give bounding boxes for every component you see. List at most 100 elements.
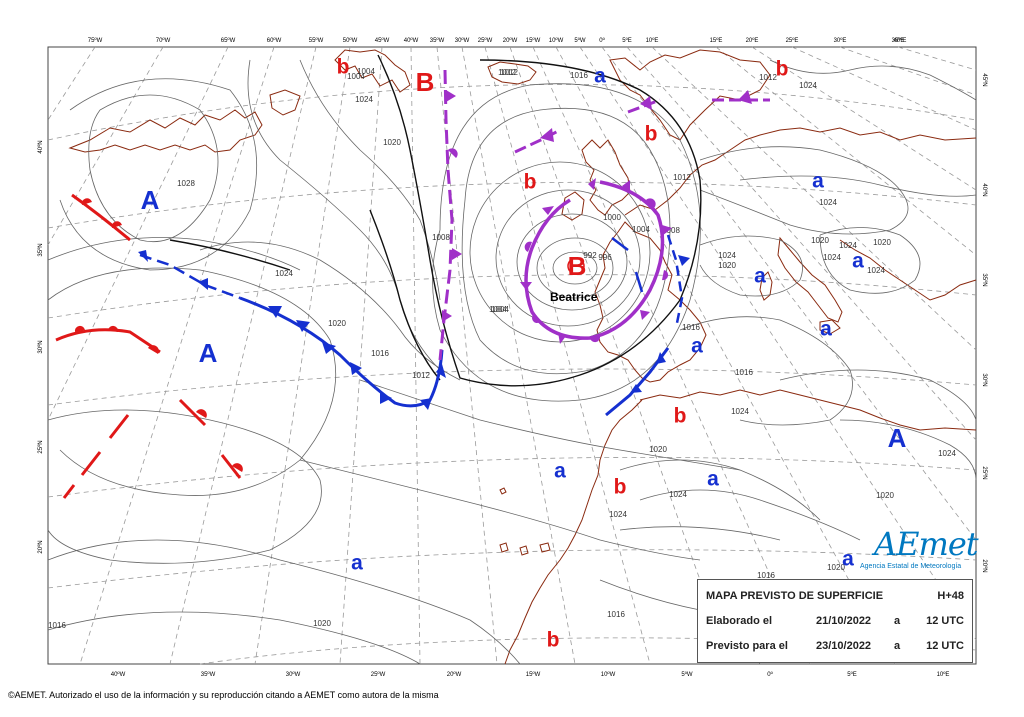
isobar-label: 1024	[823, 253, 841, 262]
top-longitude-label: 50ºW	[343, 37, 358, 44]
top-longitude-label: 15ºW	[526, 37, 541, 44]
low-pressure-label: b	[524, 171, 537, 194]
pressure-centers: A A Aa a a a a a a a a a B Bb b b b b b b	[141, 56, 907, 652]
isobar-label: 1016	[757, 571, 775, 580]
aemet-logo: AEmet Agencia Estatal de Meteorología	[856, 525, 979, 577]
isobar-label: 1012	[759, 73, 777, 82]
right-latitude-label: 20ºN	[981, 559, 988, 572]
europe-mainland-coast	[624, 127, 977, 216]
stationary-front-atlantic	[138, 250, 241, 300]
isobar-label: 1024	[867, 266, 885, 275]
isobar-label: 1016	[735, 368, 753, 377]
bottom-longitude-label: 30ºW	[286, 671, 301, 678]
isobar-label: 1020	[827, 563, 845, 572]
top-longitude-label: 5ºW	[574, 37, 586, 44]
high-pressure-label: a	[852, 250, 864, 273]
isobar-label: 1004	[491, 305, 509, 314]
isobar-label: 1024	[669, 490, 687, 499]
isobar-labels: 1028102410201016101210081004100099699210…	[48, 67, 956, 630]
isobar-label: 1016	[607, 610, 625, 619]
iberia-coast	[594, 221, 707, 383]
low-pressure-label: B	[416, 67, 435, 97]
top-longitude-label: 75ºW	[88, 37, 103, 44]
top-longitude-label: 10ºE	[646, 37, 659, 44]
isobar-label: 1024	[799, 81, 817, 90]
low-pressure-label: B	[568, 251, 587, 281]
africa-west-coast	[504, 399, 643, 665]
isobar-label: 996	[598, 253, 612, 262]
warm-front-newfoundland	[71, 193, 131, 242]
isobar-label: 1020	[649, 445, 667, 454]
isobar-label: 1020	[876, 491, 894, 500]
top-longitude-label: 65ºW	[221, 37, 236, 44]
low-pressure-label: b	[674, 405, 687, 428]
isobar-label: 1028	[177, 179, 195, 188]
occluded-front-iceland	[514, 128, 561, 154]
info-title-row: MAPA PREVISTO DE SUPERFICIE H+48	[706, 590, 964, 604]
top-longitude-label: 5ºE	[622, 37, 632, 44]
top-longitude-label: 35ºW	[430, 37, 445, 44]
left-latitude-label: 40ºN	[37, 140, 44, 153]
occluded-front-beatrice	[520, 178, 672, 344]
made-date: 21/10/2022	[816, 615, 872, 627]
isobar-label: 1016	[682, 323, 700, 332]
copyright-footer: ©AEMET. Autorizado el uso de la informac…	[8, 690, 439, 700]
storm-name-label: Beatrice	[550, 290, 598, 304]
bottom-longitude-label: 0º	[767, 671, 773, 678]
isobar-label: 1024	[275, 269, 293, 278]
isobar-label: 1012	[500, 68, 518, 77]
isobars	[47, 59, 977, 665]
map-frame	[47, 46, 977, 665]
isobar-label: 992	[583, 251, 597, 260]
canada-coast	[68, 109, 263, 153]
isobar-label: 1012	[673, 173, 691, 182]
bottom-longitude-label: 5ºW	[681, 671, 693, 678]
italy-coast	[777, 236, 843, 323]
made-row: Elaborado el 21/10/2022 a 12 UTC	[706, 615, 964, 629]
bottom-longitude-label: 5ºE	[847, 671, 857, 678]
bottom-longitude-label: 10ºW	[601, 671, 616, 678]
top-longitude-label: 55ºW	[309, 37, 324, 44]
valid-date: 23/10/2022	[816, 640, 872, 652]
warm-front-west	[55, 325, 161, 354]
high-pressure-label: a	[754, 265, 766, 288]
high-pressure-label: A	[141, 185, 160, 215]
top-longitude-label: 70ºW	[156, 37, 171, 44]
top-longitude-label: 0º	[599, 37, 605, 44]
isobar-label: 1024	[819, 198, 837, 207]
isobar-label: 1004	[357, 67, 375, 76]
high-pressure-label: a	[554, 460, 566, 483]
isobar-label: 1008	[662, 226, 680, 235]
isobar-label: 1020	[811, 236, 829, 245]
isobar-label: 1004	[632, 225, 650, 234]
top-longitude-label: 40ºW	[404, 37, 419, 44]
newfoundland-coast	[269, 89, 301, 116]
valid-time: 12 UTC	[926, 640, 964, 652]
high-pressure-label: a	[707, 468, 719, 491]
isobar-label: 1020	[313, 619, 331, 628]
canary-islands-coast	[499, 542, 551, 556]
high-pressure-label: a	[842, 548, 854, 571]
bottom-longitude-label: 10ºE	[937, 671, 950, 678]
made-a: a	[894, 615, 901, 627]
right-latitude-label: 30ºN	[981, 373, 988, 386]
warm-front-dashed-south	[62, 398, 243, 499]
cold-front-iberia	[605, 347, 670, 417]
valid-a: a	[894, 640, 901, 652]
top-longitude-label: 30ºE	[834, 37, 847, 44]
iceland-coast	[487, 61, 537, 85]
isobar-label: 1024	[609, 510, 627, 519]
greenland-coast	[334, 49, 411, 93]
isobar-label: 1024	[938, 449, 956, 458]
isobar-label: 1020	[718, 261, 736, 270]
isobar-label: 1024	[718, 251, 736, 260]
low-pressure-label: b	[547, 629, 560, 652]
low-center-circle	[567, 257, 585, 275]
right-latitude-labels: 45ºN 40ºN 35ºN 30ºN 25ºN 20ºN	[981, 73, 988, 572]
low-pressure-label: b	[776, 58, 789, 81]
top-longitude-label: 25ºW	[478, 37, 493, 44]
isobar-label: 1016	[570, 71, 588, 80]
occluded-front-north-atlantic	[438, 69, 462, 361]
isobar-label: 1008	[432, 233, 450, 242]
high-pressure-label: A	[199, 338, 218, 368]
